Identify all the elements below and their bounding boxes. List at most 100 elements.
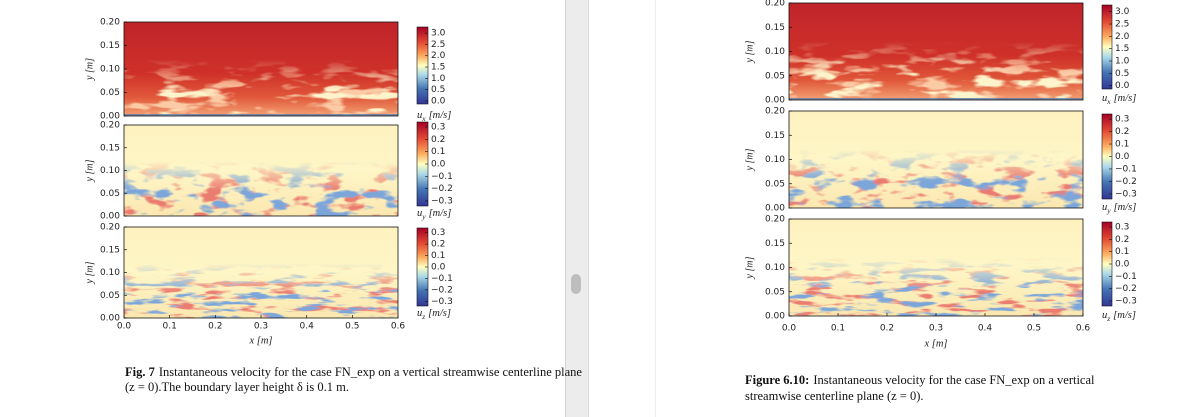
colorbar-symbol: u xyxy=(417,208,422,219)
turbulence-structures xyxy=(124,227,398,318)
colorbar-tick-label: 2.5 xyxy=(1115,20,1129,30)
colorbar-tick-label: −0.3 xyxy=(431,297,453,307)
caption-text: Instantaneous velocity for the case FN_e… xyxy=(159,365,583,379)
x-tick-label: 0.4 xyxy=(300,322,315,332)
colorbar-unit: [m/s] xyxy=(1114,202,1137,213)
colorbar-tick-label: 0.0 xyxy=(431,263,446,273)
colorbar-unit: [m/s] xyxy=(1113,310,1136,321)
x-tick-label: 0.4 xyxy=(978,324,993,334)
colorbar-subscript: y xyxy=(421,212,426,221)
caption-text: Instantaneous velocity for the case FN_e… xyxy=(813,373,1095,387)
y-tick-label: 0.05 xyxy=(100,291,120,301)
colorbar-tick-label: −0.3 xyxy=(431,196,453,206)
colorbar-subscript: y xyxy=(1106,206,1111,215)
colorbar-tick-label: 0.1 xyxy=(1115,247,1129,257)
y-axis-label: y [m] xyxy=(84,261,95,284)
colorbar-tick-label: 0.0 xyxy=(431,96,446,106)
colorbar-tick-label: 0.2 xyxy=(1115,235,1129,245)
y-tick-label: 0.20 xyxy=(100,121,120,131)
x-tick-label: 0.5 xyxy=(345,322,359,332)
colorbar-tick-label: −0.1 xyxy=(1115,272,1137,282)
colorbar-tick-label: −0.2 xyxy=(1115,177,1137,187)
y-tick-label: 0.05 xyxy=(100,88,120,98)
y-tick-label: 0.10 xyxy=(765,47,785,57)
y-tick-label: 0.00 xyxy=(765,96,785,106)
colorbar-tick-label: 2.0 xyxy=(431,51,446,61)
y-tick-label: 0.10 xyxy=(100,268,120,278)
y-axis-label: y [m] xyxy=(744,40,755,63)
colorbar-tick-label: 0.2 xyxy=(1115,127,1129,137)
turbulence-structures xyxy=(124,125,398,216)
y-tick-label: 0.15 xyxy=(100,143,120,153)
colorbar-tick-label: 0.0 xyxy=(1115,81,1130,91)
y-tick-label: 0.20 xyxy=(100,18,120,28)
colorbar-tick-label: 3.0 xyxy=(431,29,446,39)
colorbar-tick-label: 1.0 xyxy=(431,74,446,84)
x-tick-label: 0.2 xyxy=(880,324,894,334)
colorbar-symbol: u xyxy=(1102,93,1107,104)
y-tick-label: 0.15 xyxy=(100,245,120,255)
x-tick-label: 0.0 xyxy=(782,324,797,334)
colorbar-tick-label: 0.3 xyxy=(431,228,445,238)
caption-line: Fig. 7 Instantaneous velocity for the cas… xyxy=(125,365,582,379)
x-axis-label: x [m] xyxy=(248,335,272,346)
colorbar-unit: [m/s] xyxy=(428,308,451,319)
y-tick-label: 0.15 xyxy=(765,131,785,141)
x-tick-label: 0.6 xyxy=(391,322,406,332)
y-tick-label: 0.05 xyxy=(765,71,785,81)
y-tick-label: 0.10 xyxy=(765,155,785,165)
turbulence-structures xyxy=(124,22,398,116)
colorbar xyxy=(416,26,429,105)
caption-label: Fig. 7 xyxy=(125,365,155,379)
colorbar-tick-label: 0.1 xyxy=(431,251,445,261)
colorbar-subscript: z xyxy=(1106,314,1110,323)
y-axis-label: y [m] xyxy=(744,256,755,279)
colorbar-label: uz [m/s] xyxy=(1102,310,1136,322)
y-tick-label: 0.20 xyxy=(765,107,785,117)
colorbar-tick-label: −0.3 xyxy=(1115,296,1137,306)
y-tick-label: 0.05 xyxy=(765,287,785,297)
y-axis-label: y [m] xyxy=(744,148,755,171)
y-tick-label: 0.20 xyxy=(765,0,785,9)
colorbar-subscript: x xyxy=(421,114,426,123)
caption-line: (z = 0).The boundary layer height δ is 0… xyxy=(125,380,349,394)
x-tick-label: 0.2 xyxy=(208,322,222,332)
y-tick-label: 0.05 xyxy=(100,189,120,199)
content: 0.000.050.100.150.20y [m]0.00.51.01.52.0… xyxy=(84,0,1137,403)
scrollbar-thumb[interactable] xyxy=(571,274,581,294)
y-tick-label: 0.00 xyxy=(100,314,120,324)
colorbar-tick-label: 1.5 xyxy=(1115,44,1129,54)
colorbar-tick-label: 0.3 xyxy=(1115,115,1129,125)
colorbar-label: uy [m/s] xyxy=(417,208,451,220)
colorbar-tick-label: −0.1 xyxy=(1115,164,1137,174)
y-tick-label: 0.10 xyxy=(100,65,120,75)
colorbar-unit: [m/s] xyxy=(1114,93,1137,104)
wall-layer xyxy=(124,114,398,116)
colorbar-symbol: u xyxy=(417,110,422,121)
y-tick-label: 0.00 xyxy=(765,312,785,322)
x-tick-label: 0.1 xyxy=(163,322,177,332)
x-tick-label: 0.6 xyxy=(1076,324,1091,334)
y-tick-label: 0.20 xyxy=(100,223,120,233)
y-axis-label: y [m] xyxy=(84,159,95,182)
y-tick-label: 0.10 xyxy=(765,263,785,273)
colorbar-tick-label: 0.1 xyxy=(1115,140,1129,150)
colorbar-subscript: z xyxy=(421,312,425,321)
colorbar xyxy=(1101,4,1113,90)
colorbar-label: ux [m/s] xyxy=(417,110,451,122)
caption-line: Figure 6.10: Instantaneous velocity for t… xyxy=(745,373,1095,387)
colorbar-tick-label: 0.5 xyxy=(1115,69,1129,79)
colorbar-tick-label: 0.3 xyxy=(1115,223,1129,233)
colorbar-tick-label: 1.5 xyxy=(431,63,445,73)
colorbar-label: uy [m/s] xyxy=(1102,202,1136,214)
y-axis-label: y [m] xyxy=(84,58,95,81)
turbulence-structures xyxy=(789,219,1083,316)
x-tick-label: 0.0 xyxy=(117,322,132,332)
colorbar-tick-label: −0.1 xyxy=(431,274,453,284)
y-tick-label: 0.00 xyxy=(100,212,120,222)
x-tick-label: 0.5 xyxy=(1027,324,1041,334)
x-tick-label: 0.3 xyxy=(929,324,943,334)
colorbar-tick-label: −0.2 xyxy=(431,184,453,194)
turbulence-structures xyxy=(789,111,1083,208)
